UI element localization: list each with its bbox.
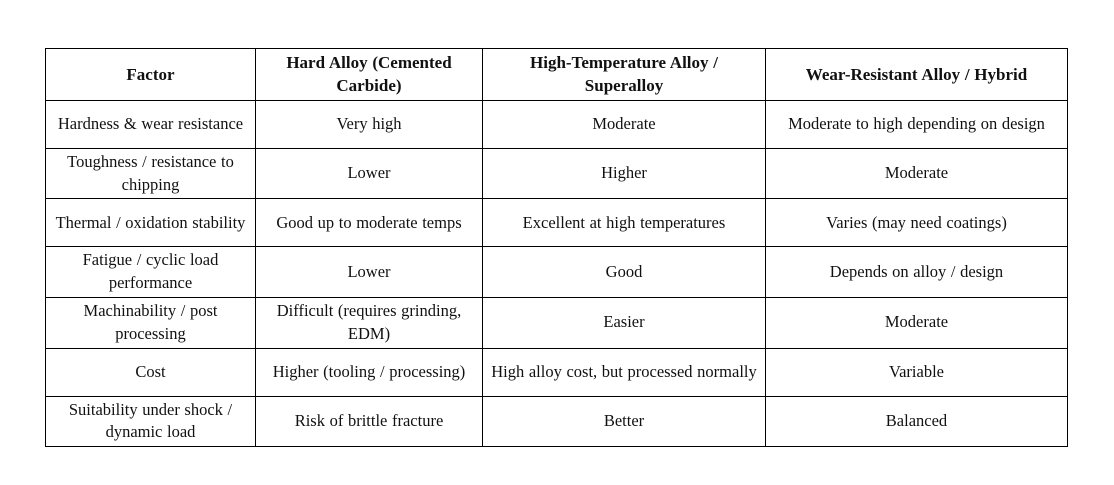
cell-wear-resistant-alloy: Balanced bbox=[765, 395, 1068, 448]
cell-factor: Cost bbox=[45, 347, 256, 397]
cell-wear-resistant-alloy: Depends on alloy / design bbox=[765, 246, 1068, 298]
row-fatigue-cyclic-load: Fatigue / cyclic load performance Lower … bbox=[45, 246, 1068, 298]
cell-wear-resistant-alloy: Moderate to high depending on design bbox=[765, 99, 1068, 149]
row-machinability: Machinability / post processing Difficul… bbox=[45, 296, 1068, 349]
column-header-factor: Factor bbox=[45, 48, 256, 101]
cell-high-temp-alloy: Good bbox=[482, 246, 766, 298]
column-header-high-temp-alloy: High-Temperature Alloy / Superalloy bbox=[482, 48, 766, 101]
cell-factor: Toughness / resistance to chipping bbox=[45, 147, 256, 200]
cell-factor: Fatigue / cyclic load performance bbox=[45, 246, 256, 298]
row-toughness-chipping: Toughness / resistance to chipping Lower… bbox=[45, 147, 1068, 200]
cell-high-temp-alloy: Moderate bbox=[482, 99, 766, 149]
cell-hard-alloy: Lower bbox=[255, 246, 483, 298]
row-cost: Cost Higher (tooling / processing) High … bbox=[45, 347, 1068, 397]
header-row: Factor Hard Alloy (Cemented Carbide) Hig… bbox=[45, 48, 1068, 101]
cell-wear-resistant-alloy: Variable bbox=[765, 347, 1068, 397]
cell-factor: Suitability under shock / dynamic load bbox=[45, 395, 256, 448]
cell-high-temp-alloy: Better bbox=[482, 395, 766, 448]
cell-hard-alloy: Very high bbox=[255, 99, 483, 149]
cell-factor: Machinability / post processing bbox=[45, 296, 256, 349]
column-header-hard-alloy: Hard Alloy (Cemented Carbide) bbox=[255, 48, 483, 101]
cell-hard-alloy: Higher (tooling / processing) bbox=[255, 347, 483, 397]
cell-high-temp-alloy: High alloy cost, but processed normally bbox=[482, 347, 766, 397]
table-header: Factor Hard Alloy (Cemented Carbide) Hig… bbox=[45, 48, 1068, 101]
cell-wear-resistant-alloy: Moderate bbox=[765, 296, 1068, 349]
row-thermal-oxidation: Thermal / oxidation stability Good up to… bbox=[45, 198, 1068, 248]
cell-hard-alloy: Risk of brittle fracture bbox=[255, 395, 483, 448]
cell-high-temp-alloy: Higher bbox=[482, 147, 766, 200]
alloy-comparison-table: Factor Hard Alloy (Cemented Carbide) Hig… bbox=[45, 48, 1068, 448]
row-shock-dynamic-load: Suitability under shock / dynamic load R… bbox=[45, 395, 1068, 448]
cell-hard-alloy: Difficult (requires grinding, EDM) bbox=[255, 296, 483, 349]
cell-hard-alloy: Lower bbox=[255, 147, 483, 200]
table-body: Hardness & wear resistance Very high Mod… bbox=[45, 99, 1068, 448]
cell-high-temp-alloy: Easier bbox=[482, 296, 766, 349]
cell-hard-alloy: Good up to moderate temps bbox=[255, 198, 483, 248]
cell-factor: Hardness & wear resistance bbox=[45, 99, 256, 149]
cell-wear-resistant-alloy: Moderate bbox=[765, 147, 1068, 200]
cell-high-temp-alloy: Excellent at high temperatures bbox=[482, 198, 766, 248]
cell-wear-resistant-alloy: Varies (may need coatings) bbox=[765, 198, 1068, 248]
cell-factor: Thermal / oxidation stability bbox=[45, 198, 256, 248]
row-hardness-wear: Hardness & wear resistance Very high Mod… bbox=[45, 99, 1068, 149]
column-header-wear-resistant-alloy: Wear-Resistant Alloy / Hybrid bbox=[765, 48, 1068, 101]
